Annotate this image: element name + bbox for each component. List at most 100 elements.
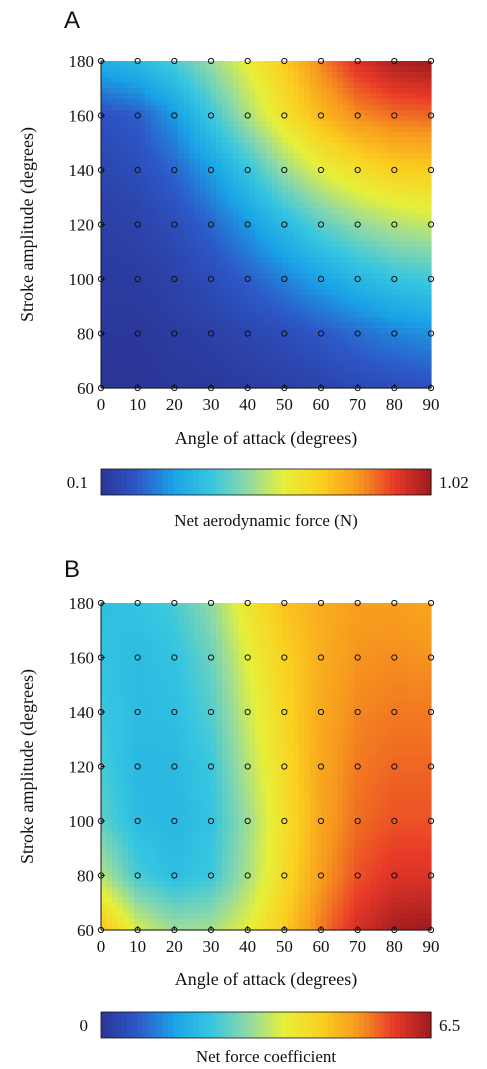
heatmap-cell xyxy=(205,110,212,117)
heatmap-cell xyxy=(359,110,366,117)
heatmap-cell xyxy=(145,213,152,220)
heatmap-cell xyxy=(233,360,240,367)
heatmap-cell xyxy=(381,613,388,620)
heatmap-cell xyxy=(156,273,163,280)
heatmap-cell xyxy=(200,93,207,100)
heatmap-cell xyxy=(112,235,119,242)
x-axis-title: Angle of attack (degrees) xyxy=(175,428,357,449)
heatmap-cell xyxy=(123,82,130,89)
heatmap-cell xyxy=(420,333,427,340)
heatmap-cell xyxy=(293,153,300,160)
heatmap-cell xyxy=(134,235,141,242)
heatmap-cell xyxy=(156,366,163,373)
heatmap-cell xyxy=(183,344,190,351)
heatmap-cell xyxy=(376,115,383,122)
heatmap-cell xyxy=(161,279,168,286)
heatmap-cell xyxy=(117,137,124,144)
heatmap-cell xyxy=(134,344,141,351)
heatmap-cell xyxy=(398,382,405,389)
heatmap-cell xyxy=(409,603,416,610)
heatmap-cell xyxy=(392,366,399,373)
heatmap-cell xyxy=(343,608,350,615)
heatmap-cell xyxy=(414,175,421,182)
heatmap-cell xyxy=(227,306,234,313)
heatmap-cell xyxy=(233,624,240,631)
heatmap-cell xyxy=(227,115,234,122)
heatmap-cell xyxy=(370,120,377,127)
heatmap-cell xyxy=(167,657,174,664)
heatmap-cell xyxy=(112,88,119,95)
heatmap-cell xyxy=(348,311,355,318)
heatmap-cell xyxy=(255,684,262,691)
heatmap-cell xyxy=(359,71,366,78)
heatmap-cell xyxy=(293,349,300,356)
heatmap-cell xyxy=(326,131,333,138)
heatmap-cell xyxy=(178,137,185,144)
heatmap-cell xyxy=(150,679,157,686)
heatmap-cell xyxy=(310,349,317,356)
heatmap-cell xyxy=(420,88,427,95)
heatmap-cell xyxy=(387,137,394,144)
heatmap-cell xyxy=(260,197,267,204)
heatmap-cell xyxy=(200,99,207,106)
heatmap-cell xyxy=(310,652,317,659)
heatmap-cell xyxy=(161,355,168,362)
heatmap-cell xyxy=(299,382,306,389)
heatmap-cell xyxy=(299,706,306,713)
heatmap-cell xyxy=(112,690,119,697)
heatmap-cell xyxy=(398,684,405,691)
heatmap-cell xyxy=(304,197,311,204)
heatmap-cell xyxy=(299,613,306,620)
heatmap-cell xyxy=(178,712,185,719)
heatmap-cell xyxy=(150,208,157,215)
heatmap-cell xyxy=(354,338,361,345)
heatmap-cell xyxy=(403,344,410,351)
heatmap-cell xyxy=(139,684,146,691)
heatmap-cell xyxy=(365,646,372,653)
heatmap-cell xyxy=(156,608,163,615)
heatmap-cell xyxy=(293,131,300,138)
heatmap-cell xyxy=(392,371,399,378)
heatmap-cell xyxy=(211,159,218,166)
heatmap-cell xyxy=(233,295,240,302)
heatmap-cell xyxy=(145,613,152,620)
heatmap-cell xyxy=(370,170,377,177)
heatmap-cell xyxy=(271,690,278,697)
heatmap-cell xyxy=(414,99,421,106)
heatmap-cell xyxy=(222,257,229,264)
heatmap-cell xyxy=(398,624,405,631)
heatmap-cell xyxy=(244,159,251,166)
heatmap-cell xyxy=(271,257,278,264)
heatmap-cell xyxy=(128,317,135,324)
heatmap-cell xyxy=(178,224,185,231)
heatmap-cell xyxy=(200,646,207,653)
heatmap-cell xyxy=(304,630,311,637)
heatmap-cell xyxy=(354,251,361,258)
heatmap-cell xyxy=(337,148,344,155)
heatmap-cell xyxy=(271,322,278,329)
heatmap-cell xyxy=(326,126,333,133)
heatmap-cell xyxy=(222,366,229,373)
sample-point xyxy=(171,112,178,119)
heatmap-cell xyxy=(255,99,262,106)
heatmap-cell xyxy=(161,126,168,133)
colorbar-swatch xyxy=(142,469,149,495)
heatmap-cell xyxy=(101,88,108,95)
heatmap-cell xyxy=(227,153,234,160)
heatmap-cell xyxy=(233,153,240,160)
heatmap-cell xyxy=(288,338,295,345)
heatmap-cell xyxy=(145,279,152,286)
heatmap-cell xyxy=(277,338,284,345)
heatmap-cell xyxy=(145,137,152,144)
heatmap-cell xyxy=(266,306,273,313)
sample-point xyxy=(207,166,215,174)
heatmap-cell xyxy=(337,131,344,138)
heatmap-cell xyxy=(403,115,410,122)
heatmap-cell xyxy=(403,82,410,89)
heatmap-cell xyxy=(145,300,152,307)
heatmap-cell xyxy=(161,635,168,642)
heatmap-cell xyxy=(343,690,350,697)
heatmap-cell xyxy=(106,349,113,356)
heatmap-cell xyxy=(167,662,174,669)
heatmap-cell xyxy=(376,641,383,648)
